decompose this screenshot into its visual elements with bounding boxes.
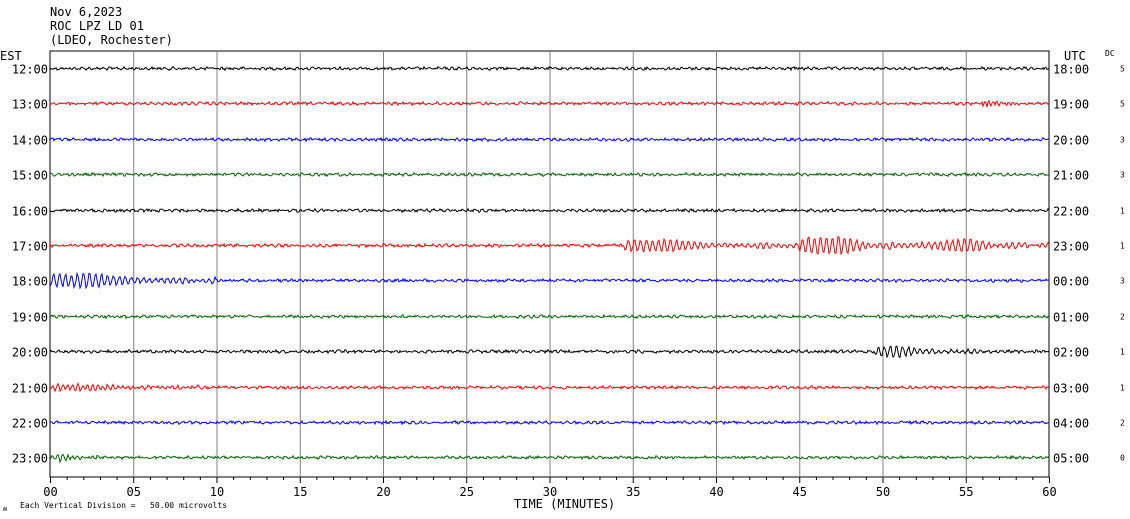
- trace-line: [49, 171, 1050, 178]
- utc-time-label: 00:00: [1053, 275, 1089, 289]
- x-tick-label: 50: [876, 485, 890, 499]
- est-time-label: 21:00: [12, 382, 48, 396]
- utc-time-label: 20:00: [1053, 134, 1089, 148]
- dc-header-label: DC: [1105, 49, 1115, 58]
- trace-line: [49, 65, 1050, 72]
- x-tick-label: 20: [376, 485, 390, 499]
- est-time-label: 13:00: [12, 98, 48, 112]
- est-time-label: 22:00: [12, 417, 48, 431]
- x-tick-label: 60: [1042, 485, 1056, 499]
- trace-line: [50, 419, 1050, 426]
- x-tick-label: 15: [293, 485, 307, 499]
- utc-time-label: 23:00: [1053, 240, 1089, 254]
- utc-time-label: 04:00: [1053, 417, 1089, 431]
- dc-value-label: 3: [1120, 277, 1125, 286]
- dc-value-label: 1: [1120, 207, 1125, 216]
- x-tick-label: 10: [210, 485, 224, 499]
- trace-line: [49, 271, 1050, 290]
- x-tick-label: 25: [460, 485, 474, 499]
- est-time-label: 16:00: [12, 205, 48, 219]
- network-label: (LDEO, Rochester): [50, 33, 173, 47]
- utc-time-label: 03:00: [1053, 382, 1089, 396]
- dc-value-label: 3: [1120, 136, 1125, 145]
- est-time-label: 23:00: [12, 452, 48, 466]
- x-tick-label: 00: [43, 485, 57, 499]
- scale-note: Each Vertical Division = 50.00 microvolt…: [20, 501, 228, 510]
- trace-line: [49, 99, 1050, 108]
- trace-line: [49, 313, 1050, 320]
- utc-time-label: 18:00: [1053, 63, 1089, 77]
- dc-value-label: 1: [1120, 242, 1125, 251]
- est-time-label: 14:00: [12, 134, 48, 148]
- est-time-label: 12:00: [12, 63, 48, 77]
- dc-value-label: 5: [1120, 65, 1125, 74]
- trace-line: [49, 345, 1050, 359]
- x-axis-title: TIME (MINUTES): [514, 497, 616, 511]
- dc-value-label: 2: [1120, 419, 1125, 428]
- est-time-label: 15:00: [12, 169, 48, 183]
- left-timezone-label: EST: [0, 49, 22, 63]
- utc-time-label: 21:00: [1053, 169, 1089, 183]
- date-label: Nov 6,2023: [50, 5, 123, 19]
- utc-time-label: 05:00: [1053, 452, 1089, 466]
- x-tick-label: 40: [709, 485, 723, 499]
- est-time-label: 18:00: [12, 275, 48, 289]
- station-label: ROC LPZ LD 01: [50, 19, 144, 33]
- dc-value-label: 5: [1120, 100, 1125, 109]
- trace-line: [49, 136, 1050, 143]
- trace-line: [49, 453, 1050, 464]
- trace-line: [49, 207, 1050, 214]
- x-tick-label: 45: [793, 485, 807, 499]
- est-time-label: 20:00: [12, 346, 48, 360]
- dc-value-label: 3: [1120, 171, 1125, 180]
- dc-value-label: 1: [1120, 348, 1125, 357]
- dc-value-label: 1: [1120, 384, 1125, 393]
- utc-time-label: 22:00: [1053, 205, 1089, 219]
- x-tick-label: 35: [626, 485, 640, 499]
- dc-value-label: 2: [1120, 313, 1125, 322]
- est-time-label: 19:00: [12, 311, 48, 325]
- utc-time-label: 02:00: [1053, 346, 1089, 360]
- trace-line: [49, 236, 1050, 256]
- dc-value-label: 0: [1120, 454, 1125, 463]
- x-tick-label: 05: [127, 485, 141, 499]
- trace-line: [49, 381, 1050, 393]
- utc-time-label: 01:00: [1053, 311, 1089, 325]
- right-timezone-label: UTC: [1064, 49, 1086, 63]
- utc-time-label: 19:00: [1053, 98, 1089, 112]
- corner-mark-icon: ʍ: [3, 505, 8, 513]
- x-tick-label: 30: [543, 485, 557, 499]
- est-time-label: 17:00: [12, 240, 48, 254]
- x-tick-label: 55: [959, 485, 973, 499]
